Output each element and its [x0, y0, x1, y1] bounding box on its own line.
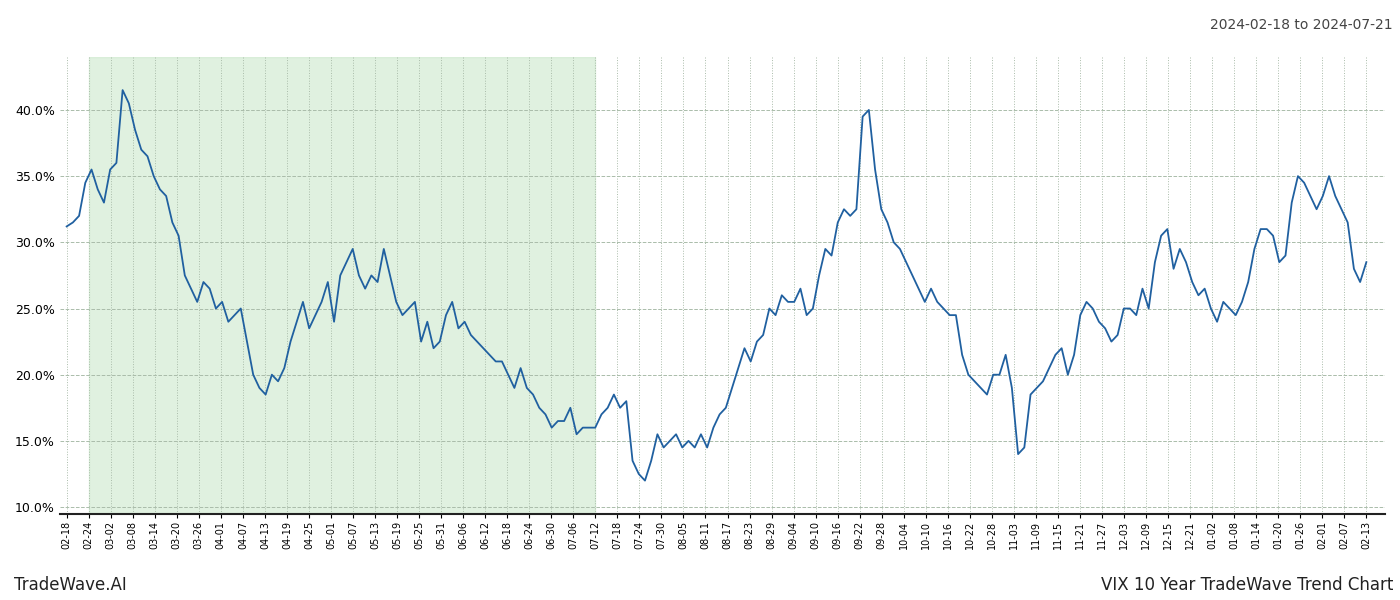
Text: TradeWave.AI: TradeWave.AI: [14, 576, 127, 594]
Text: VIX 10 Year TradeWave Trend Chart: VIX 10 Year TradeWave Trend Chart: [1100, 576, 1393, 594]
Bar: [88, 57, 595, 514]
Text: 2024-02-18 to 2024-07-21: 2024-02-18 to 2024-07-21: [1211, 18, 1393, 32]
